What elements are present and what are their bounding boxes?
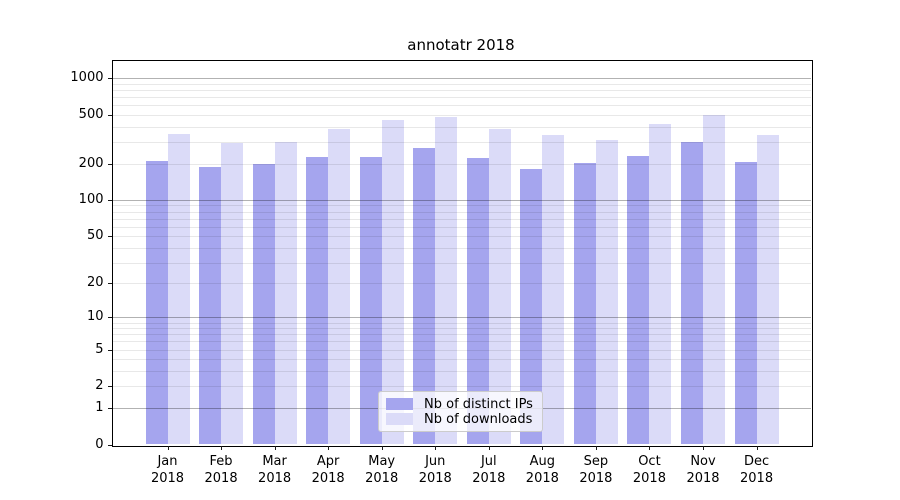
y-tick-50 [107, 236, 112, 238]
x-tick-feb [221, 445, 223, 450]
x-tick-label-nov: Nov 2018 [686, 453, 720, 486]
bar-distinct-ips-may [359, 156, 382, 445]
x-tick-label-jun: Jun 2018 [418, 453, 452, 486]
bar-downloads-jul [488, 128, 511, 445]
bar-downloads-nov [703, 114, 725, 445]
bar-distinct-ips-dec [734, 161, 757, 445]
bar-downloads-feb [221, 142, 244, 445]
x-tick-oct [649, 445, 651, 450]
bar-downloads-jan [167, 133, 190, 445]
y-tick-label-1: 1 [95, 399, 104, 415]
x-tick-dec [756, 445, 758, 450]
bar-distinct-ips-jun [413, 148, 436, 445]
x-tick-label-feb: Feb 2018 [204, 453, 238, 486]
bar-distinct-ips-sep [573, 163, 596, 445]
y-tick-500 [107, 115, 112, 117]
y-tick-label-1000: 1000 [70, 70, 104, 86]
bar-downloads-oct [649, 124, 672, 445]
y-tick-label-5: 5 [95, 341, 104, 357]
bar-downloads-sep [595, 139, 618, 445]
y-tick-0 [107, 444, 112, 446]
x-tick-label-oct: Oct 2018 [632, 453, 666, 486]
y-tick-1000 [107, 78, 112, 80]
y-tick-label-10: 10 [86, 309, 104, 325]
x-tick-sep [595, 445, 597, 450]
y-tick-100 [107, 199, 112, 201]
bar-distinct-ips-oct [627, 155, 650, 445]
legend-swatch-downloads [386, 413, 413, 425]
x-tick-label-jan: Jan 2018 [150, 453, 185, 486]
x-tick-label-mar: Mar 2018 [258, 453, 292, 486]
legend-item-distinct-ips: Nb of distinct IPs [386, 397, 534, 411]
x-tick-jul [488, 445, 490, 450]
y-tick-1 [107, 407, 112, 409]
legend: Nb of distinct IPs Nb of downloads [378, 391, 543, 432]
x-tick-jan [167, 445, 169, 450]
bar-distinct-ips-aug [520, 169, 543, 445]
x-tick-label-aug: Aug 2018 [525, 453, 559, 486]
legend-swatch-distinct-ips [386, 398, 413, 410]
x-tick-nov [703, 445, 704, 450]
y-tick-20 [107, 283, 112, 285]
bar-distinct-ips-jan [145, 161, 168, 445]
bar-distinct-ips-jul [466, 158, 489, 445]
x-tick-label-dec: Dec 2018 [740, 453, 774, 486]
bar-distinct-ips-mar [252, 163, 275, 445]
bar-downloads-may [381, 119, 404, 445]
y-tick-10 [107, 317, 112, 319]
legend-label-distinct-ips: Nb of distinct IPs [424, 396, 533, 412]
y-tick-label-500: 500 [78, 107, 104, 123]
y-tick-200 [107, 163, 112, 165]
x-tick-label-sep: Sep 2018 [579, 453, 613, 486]
y-tick-label-2: 2 [95, 378, 104, 394]
x-tick-label-may: May 2018 [365, 453, 399, 486]
y-tick-label-50: 50 [86, 228, 104, 244]
y-tick-label-200: 200 [78, 155, 104, 171]
x-tick-label-jul: Jul 2018 [472, 453, 506, 486]
y-tick-label-0: 0 [95, 436, 104, 452]
x-tick-label-apr: Apr 2018 [311, 453, 345, 486]
chart-title: annotatr 2018 [407, 36, 515, 54]
x-tick-jun [435, 445, 437, 450]
y-tick-label-100: 100 [78, 191, 104, 207]
y-tick-2 [107, 386, 112, 388]
x-tick-aug [542, 445, 544, 450]
y-tick-5 [107, 349, 112, 351]
x-tick-may [381, 445, 383, 450]
bar-downloads-mar [274, 141, 297, 445]
bar-distinct-ips-nov [681, 141, 703, 445]
x-tick-apr [328, 445, 330, 450]
legend-label-downloads: Nb of downloads [424, 411, 533, 427]
legend-item-downloads: Nb of downloads [386, 412, 534, 426]
bar-downloads-jun [435, 117, 458, 445]
y-tick-label-20: 20 [86, 275, 104, 291]
bar-distinct-ips-apr [306, 157, 329, 445]
x-tick-mar [274, 445, 276, 450]
bar-downloads-apr [328, 128, 351, 445]
